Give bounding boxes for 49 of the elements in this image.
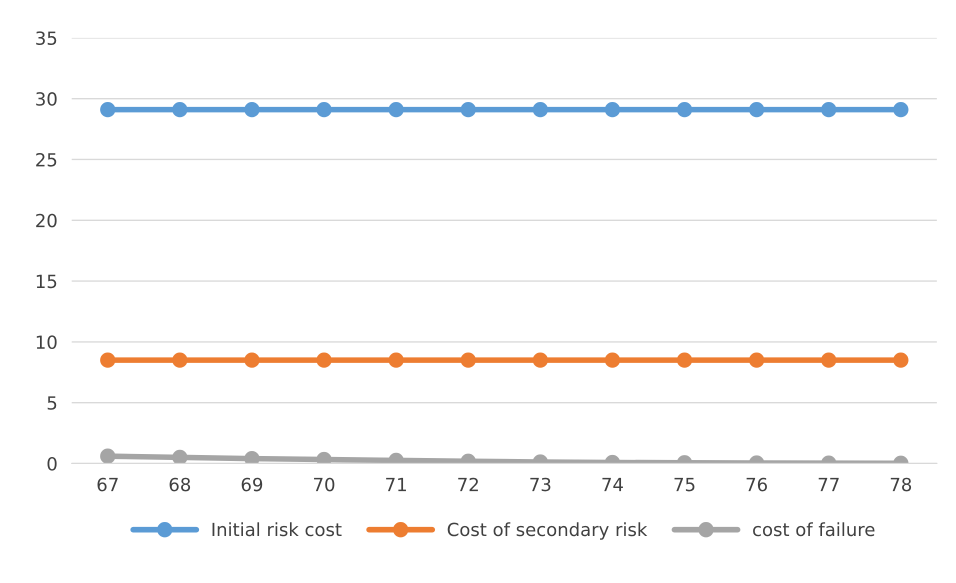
y-tick-label: 10 <box>36 335 57 350</box>
point <box>604 102 620 118</box>
x-tick-label: 77 <box>818 478 839 492</box>
x-tick-label: 76 <box>746 478 767 492</box>
point <box>316 352 332 368</box>
point <box>244 102 260 118</box>
point <box>821 352 836 368</box>
point <box>676 102 692 118</box>
y-tick-label: 15 <box>36 274 56 288</box>
y-tick-label: 20 <box>36 214 57 228</box>
x-tick-label: 67 <box>98 478 118 492</box>
point <box>100 448 116 464</box>
x-tick-label: 70 <box>314 478 334 492</box>
x-tick-label: 72 <box>458 478 478 492</box>
point <box>676 352 692 368</box>
y-tick-label: 0 <box>48 456 57 471</box>
x-tick-label: 78 <box>890 478 912 492</box>
point <box>460 352 476 368</box>
point <box>748 352 764 368</box>
y-tick-label: 25 <box>36 152 56 167</box>
x-tick-label: 69 <box>242 478 262 492</box>
legend-label: Cost of secondary risk <box>448 522 648 540</box>
point <box>532 352 548 368</box>
x-tick-label: 74 <box>602 478 623 492</box>
point <box>316 102 332 118</box>
legend-label: Initial risk cost <box>212 522 342 536</box>
point <box>532 102 548 118</box>
x-tick-label: 71 <box>386 478 406 492</box>
point <box>893 102 908 118</box>
point <box>460 102 476 118</box>
x-tick-label: 75 <box>674 478 694 492</box>
x-tick-label: 68 <box>170 478 190 492</box>
point <box>893 352 908 368</box>
point <box>821 102 836 118</box>
legend-label: cost of failure <box>753 522 874 536</box>
point <box>100 352 116 368</box>
point <box>388 102 404 118</box>
point <box>604 352 620 368</box>
y-tick-label: 5 <box>48 396 56 410</box>
y-tick-label: 35 <box>36 31 56 46</box>
x-tick-label: 73 <box>530 478 550 492</box>
point <box>172 450 188 464</box>
point <box>388 352 404 368</box>
y-tick-label: 30 <box>36 92 57 106</box>
point <box>172 352 188 368</box>
point <box>748 102 764 118</box>
point <box>100 102 116 118</box>
point <box>172 102 188 118</box>
point <box>244 352 260 368</box>
